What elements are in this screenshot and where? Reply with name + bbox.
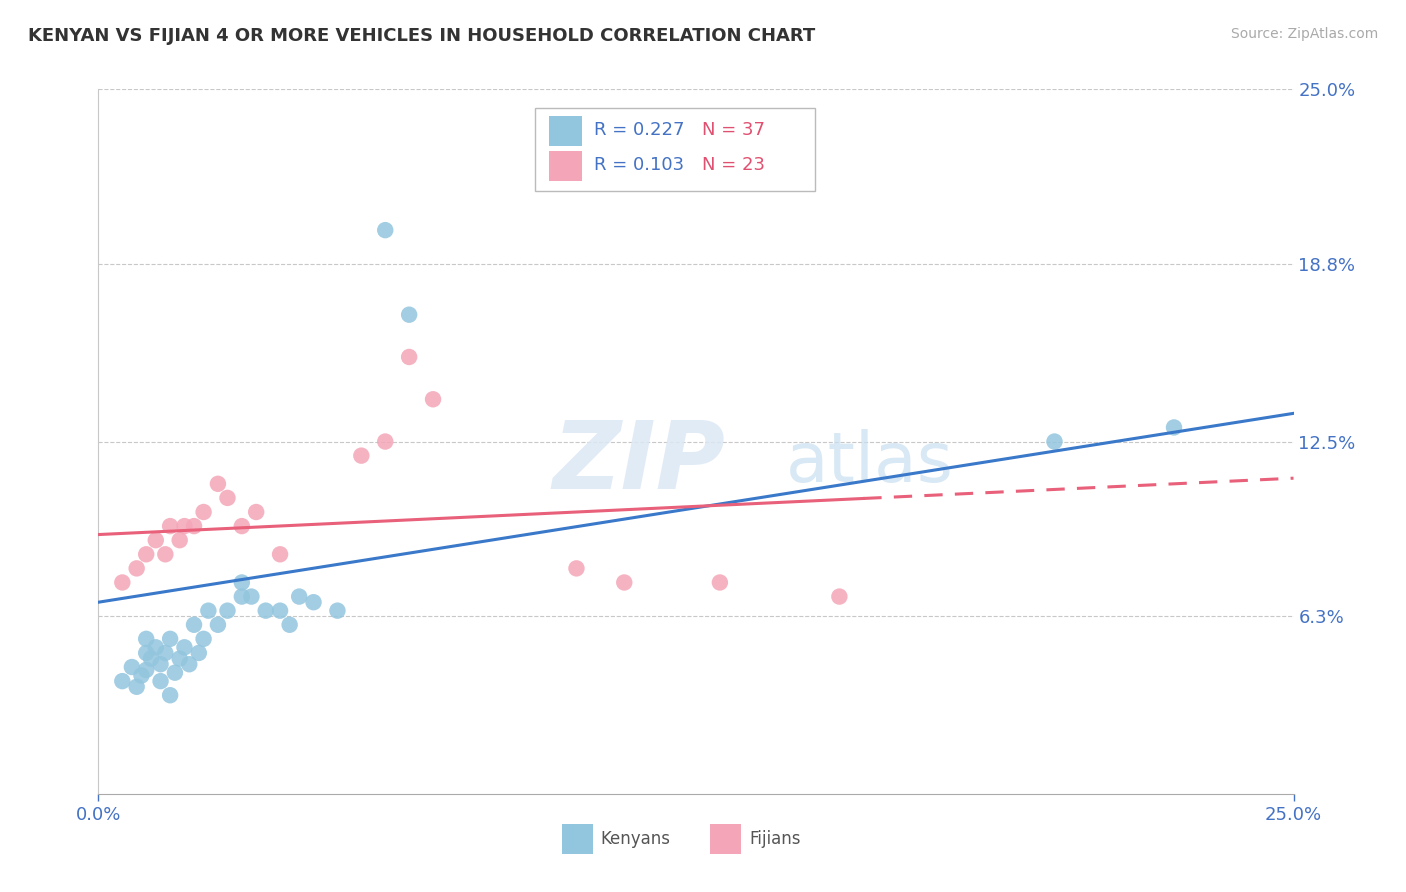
Point [155, 646, 177, 660]
Point [149, 674, 172, 689]
Point [197, 604, 219, 618]
Point [135, 663, 157, 677]
Point [145, 640, 167, 655]
Point [709, 575, 731, 590]
Point [159, 632, 181, 646]
Point [111, 674, 134, 689]
Point [193, 505, 215, 519]
Text: Source: ZipAtlas.com: Source: ZipAtlas.com [1230, 27, 1378, 41]
Text: R = 0.227: R = 0.227 [595, 121, 685, 139]
Point [374, 223, 396, 237]
Point [565, 561, 588, 575]
Point [613, 575, 636, 590]
Point [121, 660, 143, 674]
Point [163, 665, 186, 680]
Point [288, 590, 311, 604]
Point [217, 491, 239, 505]
Point [302, 595, 325, 609]
Point [155, 547, 177, 561]
FancyBboxPatch shape [534, 108, 815, 192]
Point [269, 604, 291, 618]
Text: R = 0.103: R = 0.103 [595, 156, 685, 174]
Point [398, 308, 420, 322]
Text: Fijians: Fijians [749, 830, 801, 848]
Point [125, 680, 148, 694]
Point [135, 646, 157, 660]
Point [169, 533, 191, 548]
Point [269, 547, 291, 561]
Point [207, 476, 229, 491]
Text: Kenyans: Kenyans [600, 830, 671, 848]
Point [350, 449, 373, 463]
Point [1163, 420, 1185, 434]
Point [159, 688, 181, 702]
Point [374, 434, 396, 449]
Point [139, 651, 162, 665]
Point [135, 632, 157, 646]
Point [173, 640, 195, 655]
Point [193, 632, 215, 646]
Point [217, 604, 239, 618]
Point [145, 533, 167, 548]
Point [183, 519, 205, 533]
Text: KENYAN VS FIJIAN 4 OR MORE VEHICLES IN HOUSEHOLD CORRELATION CHART: KENYAN VS FIJIAN 4 OR MORE VEHICLES IN H… [28, 27, 815, 45]
Point [278, 617, 301, 632]
Point [131, 668, 153, 682]
Point [125, 561, 148, 575]
Point [173, 519, 195, 533]
Point [1043, 434, 1066, 449]
Point [183, 617, 205, 632]
Text: ZIP: ZIP [553, 417, 725, 508]
Text: N = 37: N = 37 [702, 121, 765, 139]
Point [135, 547, 157, 561]
Point [245, 505, 267, 519]
Point [169, 651, 191, 665]
Point [254, 604, 277, 618]
Point [326, 604, 349, 618]
Point [149, 657, 172, 672]
Point [240, 590, 263, 604]
Bar [710, 824, 741, 854]
Point [187, 646, 209, 660]
Bar [548, 152, 582, 181]
Point [231, 590, 253, 604]
Point [828, 590, 851, 604]
Bar [548, 116, 582, 145]
Point [179, 657, 201, 672]
Point [231, 519, 253, 533]
Bar [562, 824, 593, 854]
Point [207, 617, 229, 632]
Text: atlas: atlas [786, 429, 953, 496]
Point [231, 575, 253, 590]
Point [159, 519, 181, 533]
Point [398, 350, 420, 364]
Point [422, 392, 444, 407]
Point [111, 575, 134, 590]
Text: N = 23: N = 23 [702, 156, 765, 174]
